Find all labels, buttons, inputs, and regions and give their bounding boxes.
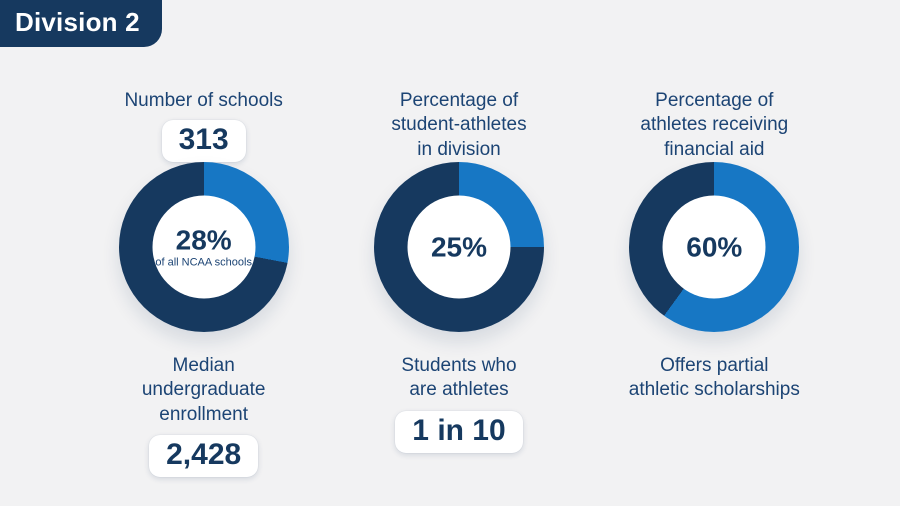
schools-share-percent: 28%	[175, 224, 232, 256]
division-title: Division 2	[15, 7, 140, 37]
athlete-ratio-label: Students who are athletes	[401, 355, 517, 401]
column-schools: Number of schools 313 28% of all NCAA sc…	[76, 64, 331, 477]
enrollment-badge: 2,428	[149, 434, 259, 477]
student-athletes-top-block: Percentage of student-athletes in divisi…	[391, 64, 526, 162]
enrollment-value: 2,428	[166, 437, 242, 471]
division-header-tab: Division 2	[0, 0, 162, 47]
schools-bottom-block: Median undergraduate enrollment 2,428	[141, 354, 266, 477]
schools-top-block: Number of schools 313	[124, 64, 283, 162]
column-financial-aid: Percentage of athletes receiving financi…	[587, 64, 842, 477]
financial-aid-donut-center: 60%	[662, 195, 766, 299]
financial-aid-bottom-block: Offers partial athletic scholarships	[629, 354, 800, 403]
column-student-athletes: Percentage of student-athletes in divisi…	[331, 64, 586, 477]
student-athletes-donut-center: 25%	[407, 195, 511, 299]
schools-count-label: Number of schools	[124, 89, 283, 111]
financial-aid-donut-chart: 60%	[629, 162, 800, 332]
stats-columns: Number of schools 313 28% of all NCAA sc…	[0, 64, 900, 477]
financial-aid-percent: 60%	[686, 231, 743, 263]
student-athletes-percent: 25%	[430, 231, 487, 263]
schools-count-value: 313	[178, 123, 229, 156]
schools-donut-center: 28% of all NCAA schools	[152, 195, 256, 299]
student-athletes-label: Percentage of student-athletes in divisi…	[391, 90, 527, 160]
financial-aid-top-block: Percentage of athletes receiving financi…	[640, 64, 788, 162]
athlete-ratio-badge: 1 in 10	[395, 410, 523, 453]
financial-aid-label: Percentage of athletes receiving financi…	[640, 90, 789, 160]
schools-share-donut-chart: 28% of all NCAA schools	[118, 162, 289, 332]
schools-count-badge: 313	[161, 120, 246, 162]
student-athletes-bottom-block: Students who are athletes 1 in 10	[395, 354, 523, 453]
schools-share-caption: of all NCAA schools	[155, 256, 252, 269]
scholarships-label: Offers partial athletic scholarships	[628, 355, 800, 401]
student-athletes-donut-chart: 25%	[373, 162, 544, 332]
enrollment-label: Median undergraduate enrollment	[141, 355, 266, 425]
athlete-ratio-value: 1 in 10	[412, 413, 506, 447]
